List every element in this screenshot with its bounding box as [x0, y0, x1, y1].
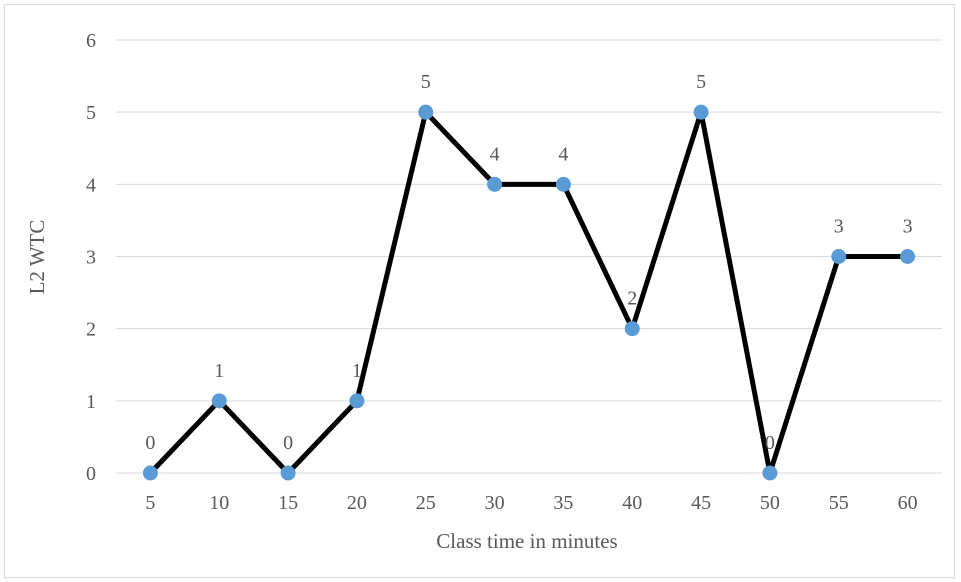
data-point — [142, 465, 158, 481]
x-tick-label: 10 — [209, 492, 229, 514]
x-tick-label: 5 — [145, 492, 155, 514]
data-label: 4 — [490, 143, 500, 165]
series-line — [147, 109, 911, 476]
data-label: 2 — [627, 288, 637, 310]
x-tick-label: 25 — [416, 492, 436, 514]
data-point — [349, 393, 365, 409]
y-tick-label: 5 — [86, 102, 96, 124]
data-label: 0 — [765, 432, 775, 454]
chart-frame — [4, 4, 955, 578]
data-point — [487, 176, 503, 192]
y-tick-label: 4 — [86, 174, 96, 196]
data-point — [418, 104, 434, 120]
y-tick-label: 2 — [86, 319, 96, 341]
data-label: 0 — [145, 432, 155, 454]
data-label: 3 — [834, 216, 844, 238]
y-tick-label: 0 — [86, 463, 96, 485]
y-axis-tick-labels: 0 1 2 3 4 5 6 — [86, 30, 96, 485]
y-axis-title: L2 WTC — [25, 220, 49, 295]
x-axis-title: Class time in minutes — [436, 529, 617, 553]
x-tick-label: 35 — [553, 492, 573, 514]
data-label: 4 — [558, 143, 568, 165]
x-tick-label: 60 — [898, 492, 918, 514]
x-tick-label: 30 — [485, 492, 505, 514]
data-label: 5 — [421, 71, 431, 93]
data-point — [762, 465, 778, 481]
x-tick-label: 55 — [829, 492, 849, 514]
data-point — [693, 104, 709, 120]
x-axis-tick-labels: 5 10 15 20 25 30 35 40 45 50 55 60 — [145, 492, 917, 514]
x-tick-label: 45 — [691, 492, 711, 514]
y-tick-label: 6 — [86, 30, 96, 52]
data-point — [900, 249, 916, 264]
y-tick-label: 3 — [86, 247, 96, 269]
x-tick-label: 40 — [622, 492, 642, 514]
data-label: 5 — [696, 71, 706, 93]
x-tick-label: 20 — [347, 492, 367, 514]
data-label: 0 — [283, 432, 293, 454]
data-point — [555, 176, 571, 192]
data-point — [831, 249, 847, 264]
data-point — [280, 465, 296, 481]
data-labels: 0 1 0 1 5 4 4 2 5 0 3 3 — [145, 71, 912, 454]
x-tick-label: 15 — [278, 492, 298, 514]
data-point — [624, 321, 640, 337]
data-label: 3 — [903, 216, 913, 238]
data-label: 1 — [352, 360, 362, 382]
y-tick-label: 1 — [86, 391, 96, 413]
data-markers — [142, 104, 916, 481]
gridlines — [116, 39, 942, 474]
data-point — [211, 393, 227, 409]
x-tick-label: 50 — [760, 492, 780, 514]
data-label: 1 — [214, 360, 224, 382]
